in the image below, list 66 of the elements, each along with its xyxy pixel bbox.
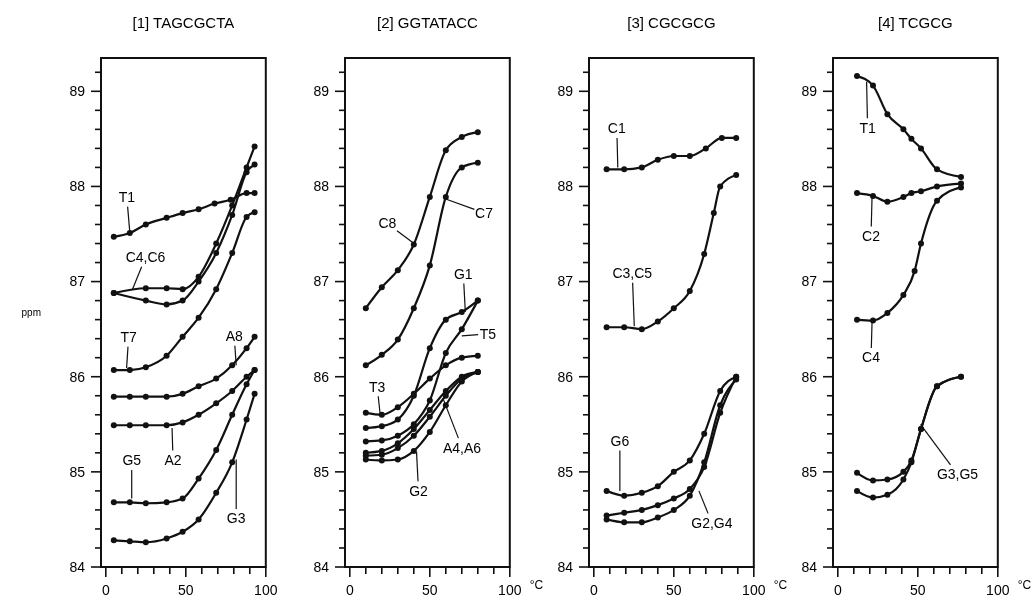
annotation: T7 (120, 329, 137, 346)
annotation: T3 (369, 378, 386, 395)
annotation: G3 (226, 510, 246, 527)
x-tick-label: 0 (101, 582, 110, 598)
y-tick-label: 86 (313, 368, 330, 385)
annotation: C2 (862, 227, 881, 244)
x-axis-title: °C (773, 578, 788, 592)
x-tick-label: 50 (666, 582, 682, 598)
chart-title: [4] TCGCG (878, 14, 953, 31)
x-axis-title: °C (1017, 578, 1032, 592)
y-tick-label: 85 (313, 463, 330, 480)
y-tick-label: 84 (801, 558, 818, 575)
annotation: A2 (164, 452, 182, 468)
annotation: C7 (475, 204, 494, 221)
x-tick-label: 0 (589, 582, 598, 598)
annotation: A4,A6 (443, 439, 482, 456)
x-tick-label: 100 (498, 582, 522, 598)
y-tick-label: 87 (557, 273, 574, 290)
y-tick-label: 85 (69, 463, 86, 480)
y-tick-label: 88 (313, 178, 330, 195)
x-axis-title: °C (529, 578, 544, 592)
y-tick-label: 87 (801, 273, 818, 290)
annotation: C1 (607, 120, 626, 137)
chart-title: [3] CGCGCG (627, 14, 716, 31)
x-tick-label: 100 (254, 582, 278, 598)
y-tick-label: 86 (557, 368, 574, 385)
annotation: T5 (479, 325, 497, 342)
x-tick-label: 50 (422, 582, 438, 598)
y-tick-label: 85 (801, 463, 818, 480)
annotation: A8 (225, 328, 243, 345)
annotation: G1 (453, 265, 473, 282)
y-tick-label: 89 (801, 83, 818, 100)
annotation: C3,C5 (612, 265, 653, 282)
y-tick-label: 88 (557, 178, 574, 195)
chart-title: [1] TAGCGCTA (132, 14, 235, 31)
x-tick-label: 0 (833, 582, 842, 598)
y-tick-label: 85 (557, 463, 574, 480)
annotation: T1 (859, 119, 876, 136)
y-tick-label: 88 (801, 178, 818, 195)
y-tick-label: 87 (313, 273, 330, 290)
y-tick-label: 89 (313, 83, 330, 100)
y-tick-label: 89 (557, 83, 574, 100)
annotation: C4 (862, 349, 881, 366)
y-tick-label: 84 (69, 558, 86, 575)
y-tick-label: 89 (69, 83, 86, 100)
chart-title: [2] GGTATACC (376, 14, 478, 31)
annotation: G6 (610, 432, 630, 449)
annotation: G2,G4 (691, 514, 733, 531)
y-axis-title: ppm (21, 307, 41, 318)
annotation: C8 (378, 215, 397, 232)
x-tick-label: 50 (178, 582, 194, 598)
y-tick-label: 87 (69, 273, 86, 290)
y-tick-label: 86 (801, 368, 818, 385)
annotation: C4,C6 (125, 249, 166, 266)
y-tick-label: 86 (69, 368, 86, 385)
y-tick-label: 88 (69, 178, 86, 195)
x-tick-label: 0 (345, 582, 354, 598)
x-tick-label: 100 (742, 582, 766, 598)
y-tick-label: 84 (557, 558, 574, 575)
y-tick-label: 84 (313, 558, 330, 575)
x-tick-label: 50 (910, 582, 926, 598)
x-tick-label: 100 (986, 582, 1010, 598)
annotation: T1 (118, 189, 136, 206)
annotation: G5 (122, 452, 142, 469)
annotation: G3,G5 (936, 466, 979, 483)
annotation: G2 (409, 482, 429, 499)
